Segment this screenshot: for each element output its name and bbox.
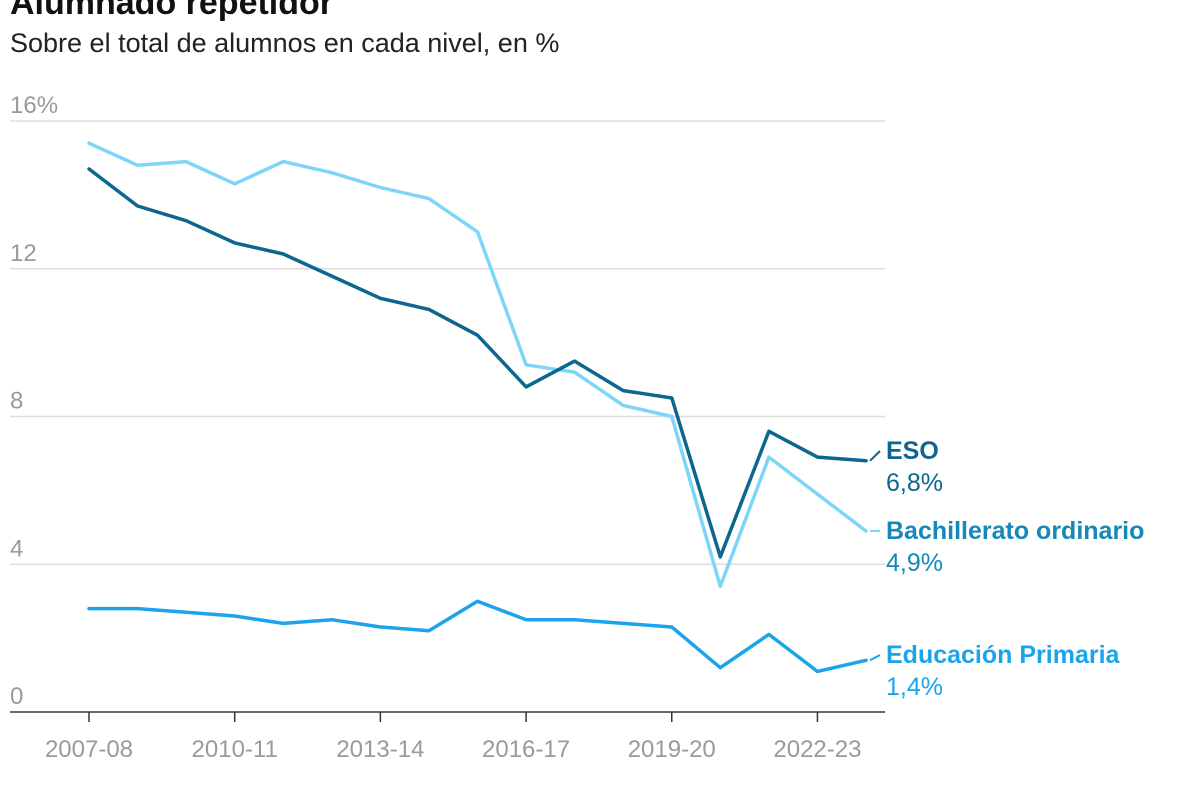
series-labels: ESO 6,8% Bachillerato ordinario 4,9% Educaci… <box>869 437 1144 701</box>
x-tick-label: 2007-08 <box>45 736 133 763</box>
label-connector <box>869 450 881 462</box>
y-tick-label: 12 <box>10 240 37 267</box>
chart-subtitle: Sobre el total de alumnos en cada nivel,… <box>10 28 560 58</box>
series-line-2 <box>87 599 868 674</box>
label-connector <box>869 654 881 662</box>
series-name-label: Bachillerato ordinario <box>886 517 1144 545</box>
y-tick-label: 16% <box>10 92 58 119</box>
series-value-label: 6,8% <box>886 469 943 497</box>
series-value-label: 1,4% <box>886 673 943 701</box>
series-name-label: Educación Primaria <box>886 641 1121 669</box>
y-axis-ticks: 16% 12 8 4 0 <box>10 92 58 710</box>
x-tick-label: 2013-14 <box>336 736 424 763</box>
series-value-label: 4,9% <box>886 549 943 577</box>
x-tick-label: 2022-23 <box>773 736 861 763</box>
y-tick-label: 8 <box>10 388 23 415</box>
x-tick-label: 2019-20 <box>628 736 716 763</box>
x-tick-label: 2016-17 <box>482 736 570 763</box>
series-line-0 <box>87 167 868 559</box>
series-name-label: ESO <box>886 437 939 465</box>
x-axis: 2007-08 2010-11 2013-14 2016-17 2019-20 2022-… <box>10 711 885 763</box>
y-tick-label: 4 <box>10 535 23 562</box>
gridlines <box>10 120 885 565</box>
y-tick-label: 0 <box>10 683 23 710</box>
series-line-1 <box>87 141 868 589</box>
chart-title: Alumnado repetidor <box>10 0 334 22</box>
series-lines <box>87 141 868 674</box>
x-tick-label: 2010-11 <box>192 736 278 763</box>
